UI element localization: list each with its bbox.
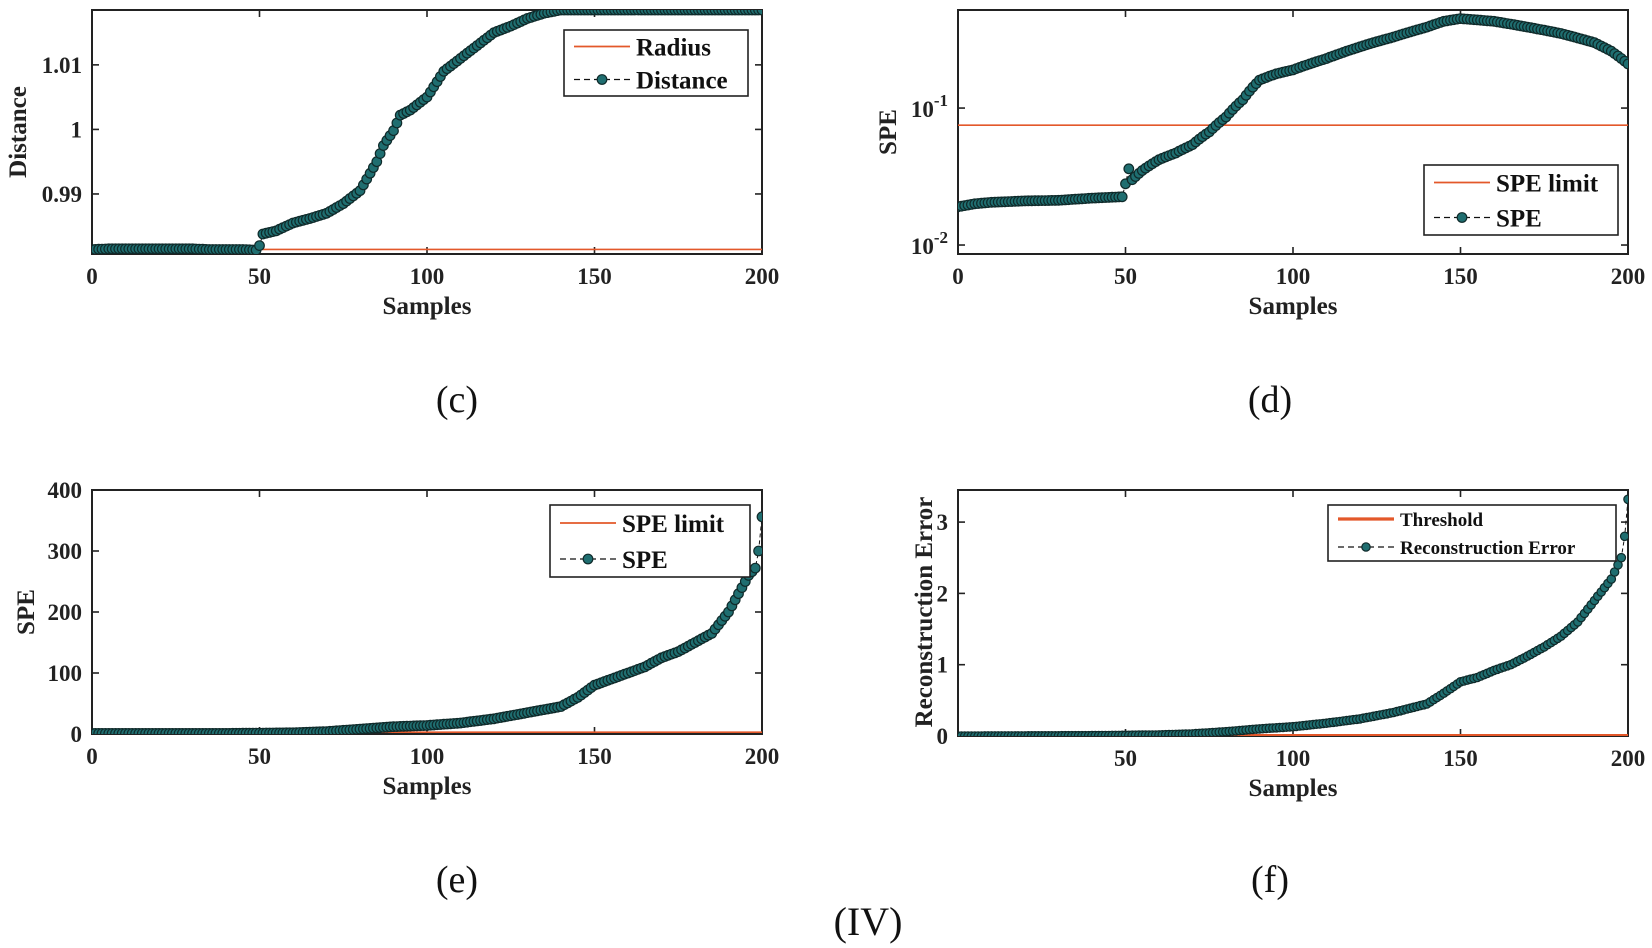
data-point	[1123, 163, 1135, 175]
x-tick-label: 0	[86, 264, 98, 289]
y-axis-label: Distance	[5, 86, 32, 178]
x-tick-label: 50	[1114, 264, 1137, 289]
y-tick-label: 1	[71, 117, 83, 142]
panel-caption: (e)	[436, 859, 478, 901]
chart-f: 50 100 150 200 0 1 2 3 Samples Reconstruction Err…	[911, 489, 1646, 901]
legend-marker	[1456, 212, 1468, 223]
x-tick-label: 200	[1611, 264, 1646, 289]
legend-label: Radius	[636, 35, 711, 62]
y-tick-label: 1.01	[42, 53, 82, 78]
panel-caption: (d)	[1248, 379, 1292, 421]
legend-label: SPE limit	[622, 511, 725, 538]
x-axis-label: Samples	[383, 293, 472, 320]
x-axis-label: Samples	[1249, 293, 1338, 320]
x-tick-label: 150	[577, 744, 612, 769]
legend-label: Reconstruction Error	[1400, 538, 1576, 559]
data-point	[1622, 58, 1628, 70]
legend-label: SPE	[1496, 206, 1542, 233]
x-tick-label: 50	[248, 744, 271, 769]
data-point	[753, 545, 762, 557]
legend: SPE limit SPE	[549, 504, 751, 578]
x-tick-label: 200	[1611, 746, 1646, 771]
legend-label: SPE	[622, 547, 668, 574]
x-axis-label: Samples	[383, 773, 472, 800]
legend-label: Distance	[636, 68, 728, 95]
x-tick-label: 50	[248, 264, 271, 289]
legend-box	[1423, 164, 1619, 236]
y-tick-label: 0.99	[42, 182, 82, 207]
data-point	[1116, 191, 1128, 203]
plot-area	[958, 494, 1628, 736]
x-tick-label: 100	[410, 744, 445, 769]
y-tick-label: 10-2	[911, 228, 948, 259]
y-tick-label: 0	[937, 724, 949, 749]
y-axis-label: SPE	[875, 109, 902, 155]
legend-marker	[596, 74, 608, 85]
data-point	[1616, 552, 1627, 563]
y-tick-label: 0	[71, 722, 83, 747]
legend-box	[1327, 504, 1617, 562]
y-tick-label: 300	[48, 539, 83, 564]
y-tick-label: 10-1	[911, 91, 948, 122]
plot-area	[92, 10, 762, 254]
data-point	[756, 10, 762, 16]
legend-label: SPE limit	[1496, 171, 1599, 198]
y-tick-label: 3	[937, 510, 949, 535]
legend-box	[549, 504, 751, 578]
x-tick-label: 150	[1443, 746, 1478, 771]
x-tick-label: 100	[1276, 264, 1311, 289]
x-tick-label: 200	[745, 744, 780, 769]
data-point	[254, 240, 265, 252]
x-tick-label: 150	[577, 264, 612, 289]
legend-marker	[1361, 542, 1371, 552]
x-tick-label: 0	[86, 744, 98, 769]
panel-caption: (f)	[1251, 859, 1289, 901]
legend: Threshold Reconstruction Error	[1327, 504, 1617, 562]
plot-area	[958, 13, 1628, 213]
y-tick-label: 100	[48, 661, 83, 686]
legend-box	[563, 29, 749, 97]
y-tick-label: 200	[48, 600, 83, 625]
y-tick-label: 2	[937, 581, 949, 606]
data-point	[1619, 531, 1628, 542]
x-tick-label: 0	[952, 264, 964, 289]
panels: 0 50 100 150 2000.9911.01SamplesDistanceRadi…	[5, 9, 1646, 901]
x-tick-label: 50	[1114, 746, 1137, 771]
x-tick-label: 100	[410, 264, 445, 289]
y-axis-label: SPE	[13, 589, 40, 635]
legend: SPE limit SPE	[1423, 164, 1619, 236]
chart-c: 0 50 100 150 2000.9911.01SamplesDistanceRadi…	[5, 9, 780, 421]
x-tick-label: 100	[1276, 746, 1311, 771]
x-tick-label: 150	[1443, 264, 1478, 289]
legend-marker	[582, 553, 594, 565]
y-axis-label: Reconstruction Error	[911, 497, 938, 728]
y-tick-label: 1	[937, 653, 949, 678]
y-tick-label: 400	[48, 478, 83, 503]
panel-caption: (c)	[436, 379, 478, 421]
data-point	[749, 562, 761, 574]
data-point	[756, 511, 762, 523]
x-tick-label: 200	[745, 264, 780, 289]
legend-label: Threshold	[1400, 510, 1484, 531]
plot-area	[92, 511, 762, 734]
legend: Radius Distance	[563, 29, 749, 97]
data-point	[1623, 494, 1628, 505]
figure-caption: (IV)	[834, 899, 903, 944]
x-axis-label: Samples	[1249, 775, 1338, 802]
